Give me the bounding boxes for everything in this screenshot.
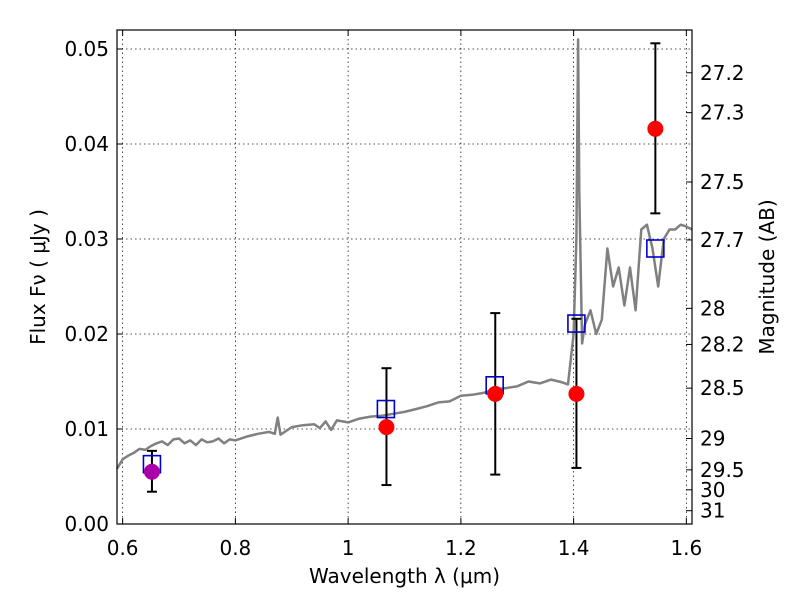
- tick-layer: [117, 30, 692, 525]
- x-tick-label: 0.8: [219, 536, 251, 560]
- x-tick-label: 1.6: [670, 536, 702, 560]
- right-tick-label: 30: [700, 478, 725, 502]
- right-tick-label: 27.5: [700, 170, 745, 194]
- y-tick-label: 0.05: [64, 37, 109, 61]
- observed-point: [647, 120, 664, 137]
- model-photometry-square: [646, 239, 665, 258]
- observed-point: [378, 419, 395, 436]
- right-tick-label: 28.2: [700, 332, 745, 356]
- right-tick-label: 28.5: [700, 376, 745, 400]
- errorbar-layer: [146, 42, 661, 493]
- y-tick-label: 0.03: [64, 227, 109, 251]
- plot-frame: [116, 29, 693, 525]
- model-photometry-square: [567, 314, 586, 333]
- x-tick-label: 1.2: [445, 536, 477, 560]
- model-photometry-layer: [142, 239, 665, 474]
- observed-photometry-layer: [143, 120, 664, 480]
- spectrum-layer: [115, 38, 693, 470]
- right-tick-label: 28: [700, 296, 725, 320]
- right-tick-label: 27.7: [700, 228, 745, 252]
- x-tick-labels: 0.6 0.8 1 1.2 1.4 1.6: [107, 536, 703, 560]
- y-tick-label: 0.01: [64, 417, 109, 441]
- right-tick-label: 29.5: [700, 458, 745, 482]
- right-axis-label: Magnitude (AB): [755, 199, 779, 354]
- x-tick-label: 1.4: [558, 536, 590, 560]
- x-tick-label: 1: [342, 536, 355, 560]
- x-axis-label: Wavelength λ (μm): [309, 564, 500, 588]
- y-tick-labels: 0.00 0.01 0.02 0.03 0.04 0.05: [64, 37, 109, 536]
- y-axis-label: Flux Fν ( μJy ): [26, 209, 50, 345]
- right-tick-label: 27.3: [700, 101, 745, 125]
- model-photometry-square: [376, 399, 396, 419]
- y-tick-label: 0.04: [64, 132, 109, 156]
- y-tick-label: 0.02: [64, 322, 109, 346]
- observed-point: [143, 463, 160, 480]
- right-tick-label: 29: [700, 427, 725, 451]
- x-tick-label: 0.6: [107, 536, 139, 560]
- right-tick-label: 31: [700, 499, 725, 523]
- model-spectrum-line: [115, 38, 693, 470]
- observed-point: [568, 385, 585, 402]
- y-tick-label: 0.00: [64, 512, 109, 536]
- observed-point: [487, 385, 504, 402]
- right-tick-label: 27.2: [700, 61, 745, 85]
